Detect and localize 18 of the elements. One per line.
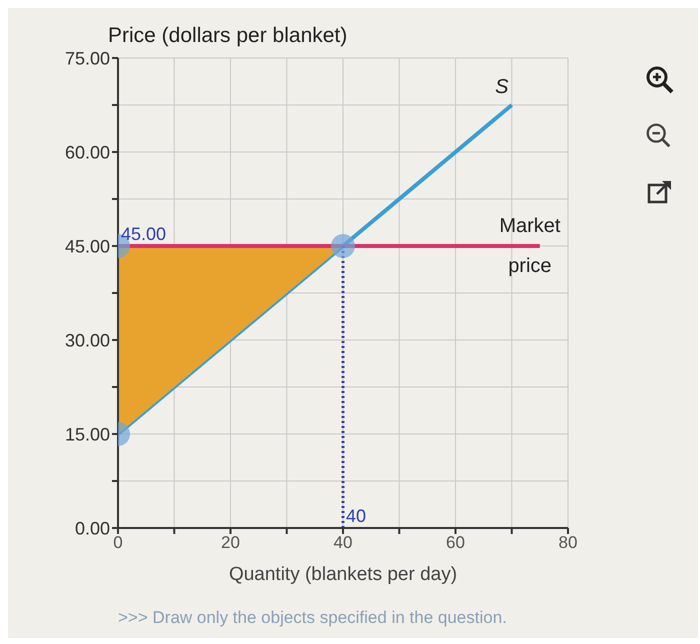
x-tick-label: 60 bbox=[446, 533, 465, 552]
y-tick-label: 30.00 bbox=[64, 330, 110, 350]
x-tick-label: 40 bbox=[334, 533, 352, 552]
x-tick-label: 0 bbox=[113, 533, 123, 552]
text: >>> Draw only the objects specified in the question. bbox=[118, 608, 507, 628]
y-tick-label: 75.00 bbox=[64, 48, 110, 68]
annotation: 40 bbox=[346, 506, 366, 526]
annotation: 45.00 bbox=[121, 224, 166, 244]
series-label: Market price bbox=[499, 215, 561, 277]
y-tick-label: 15.00 bbox=[64, 424, 110, 444]
x-tick-label: 20 bbox=[221, 533, 240, 552]
y-tick-label: 0.00 bbox=[74, 518, 110, 538]
y-tick-label: 45.00 bbox=[64, 236, 110, 256]
y-tick-label: 60.00 bbox=[64, 142, 110, 162]
y-axis-title: Price (dollars per blanket) bbox=[108, 24, 348, 48]
series-label: S bbox=[495, 76, 510, 98]
x-axis-title: Quantity (blankets per day) bbox=[228, 564, 458, 585]
x-tick-label: 80 bbox=[558, 533, 578, 552]
